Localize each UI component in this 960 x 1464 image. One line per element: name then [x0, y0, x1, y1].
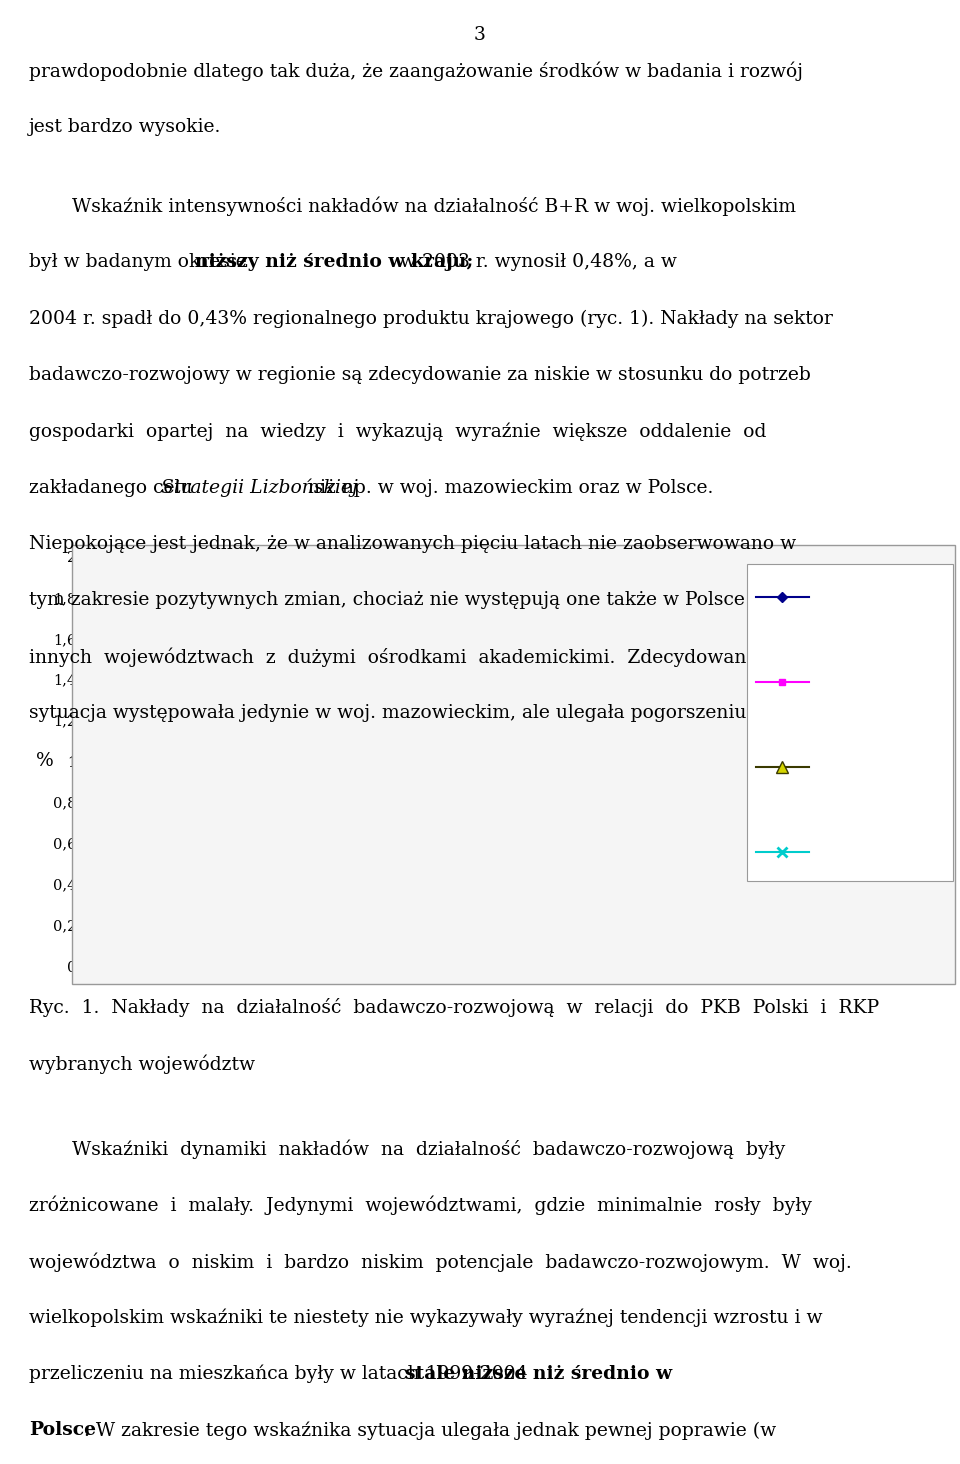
Text: Wielkopolskie: Wielkopolskie: [819, 845, 926, 859]
Text: niższy niż średnio w kraju;: niższy niż średnio w kraju;: [195, 253, 473, 271]
Text: innych  województwach  z  dużymi  ośrodkami  akademickimi.  Zdecydowanie  lepsza: innych województwach z dużymi ośrodkami …: [29, 647, 834, 668]
Text: jest bardzo wysokie.: jest bardzo wysokie.: [29, 119, 221, 136]
Text: zróżnicowane  i  malały.  Jedynymi  województwami,  gdzie  minimalnie  rosły  by: zróżnicowane i malały. Jedynymi wojewódz…: [29, 1196, 811, 1215]
Text: gospodarki  opartej  na  wiedzy  i  wykazują  wyraźnie  większe  oddalenie  od: gospodarki opartej na wiedzy i wykazują …: [29, 422, 766, 441]
Text: Mazowieckie: Mazowieckie: [819, 760, 919, 774]
Text: 2004 r. spadł do 0,43% regionalnego produktu krajowego (ryc. 1). Nakłady na sekt: 2004 r. spadł do 0,43% regionalnego prod…: [29, 309, 832, 328]
Text: tym zakresie pozytywnych zmian, chociaż nie występują one także w Polsce lub w: tym zakresie pozytywnych zmian, chociaż …: [29, 591, 803, 609]
Text: niż np. w woj. mazowieckim oraz w Polsce.: niż np. w woj. mazowieckim oraz w Polsce…: [302, 479, 714, 496]
Text: badawczo-rozwojowy w regionie są zdecydowanie za niskie w stosunku do potrzeb: badawczo-rozwojowy w regionie są zdecydo…: [29, 366, 810, 384]
Text: . W zakresie tego wskaźnika sytuacja ulegała jednak pewnej poprawie (w: . W zakresie tego wskaźnika sytuacja ule…: [84, 1422, 777, 1439]
Text: zakładanego celu: zakładanego celu: [29, 479, 198, 496]
Text: wybranych województw: wybranych województw: [29, 1054, 254, 1075]
Text: prawdopodobnie dlatego tak duża, że zaangażowanie środków w badania i rozwój: prawdopodobnie dlatego tak duża, że zaan…: [29, 61, 803, 81]
Text: Polska: Polska: [819, 590, 869, 605]
Text: Polsce: Polsce: [29, 1422, 96, 1439]
Text: Niepokojące jest jednak, że w analizowanych pięciu latach nie zaobserwowano w: Niepokojące jest jednak, że w analizowan…: [29, 534, 796, 553]
Text: był w badanym okresie: był w badanym okresie: [29, 253, 252, 271]
Text: przeliczeniu na mieszkańca były w latach 1999-2004: przeliczeniu na mieszkańca były w latach…: [29, 1364, 534, 1383]
Text: wielkopolskim wskaźniki te niestety nie wykazywały wyraźnej tendencji wzrostu i : wielkopolskim wskaźniki te niestety nie …: [29, 1309, 823, 1326]
Text: Wskaźnik intensywności nakładów na działalność B+R w woj. wielkopolskim: Wskaźnik intensywności nakładów na dział…: [72, 196, 796, 217]
Text: Wskaźniki  dynamiki  nakładów  na  działalność  badawczo-rozwojową  były: Wskaźniki dynamiki nakładów na działalno…: [72, 1139, 785, 1159]
Text: stale niższe niż średnio w: stale niższe niż średnio w: [405, 1364, 672, 1383]
Text: sytuacja występowała jedynie w woj. mazowieckim, ale ulegała pogorszeniu.: sytuacja występowała jedynie w woj. mazo…: [29, 704, 752, 722]
Text: w 2003 r. wynosił 0,48%, a w: w 2003 r. wynosił 0,48%, a w: [394, 253, 677, 271]
Text: Ryc.  1.  Nakłady  na  działalność  badawczo-rozwojową  w  relacji  do  PKB  Pol: Ryc. 1. Nakłady na działalność badawczo-…: [29, 998, 879, 1017]
Text: Strategii Lizbońskiej: Strategii Lizbońskiej: [161, 479, 358, 498]
Text: %: %: [36, 752, 54, 770]
Text: 3: 3: [474, 26, 486, 44]
Text: Dolnośląskie: Dolnośląskie: [819, 675, 917, 690]
Text: województwa  o  niskim  i  bardzo  niskim  potencjale  badawczo-rozwojowym.  W  : województwa o niskim i bardzo niskim pot…: [29, 1252, 852, 1272]
